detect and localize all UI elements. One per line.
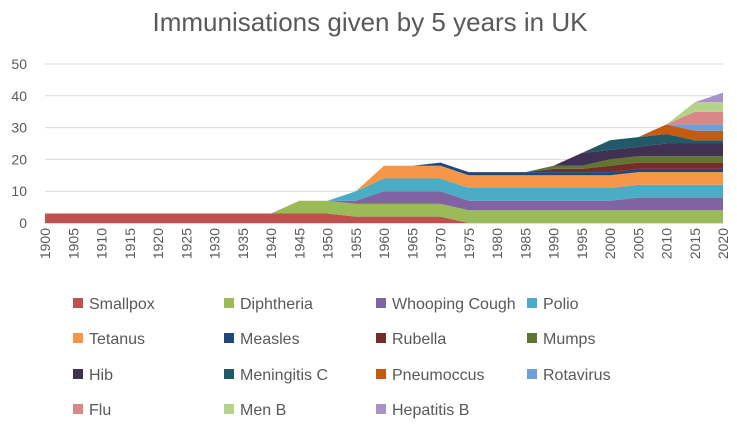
area-meningitis-c	[45, 134, 723, 214]
legend-label-men-b: Men B	[240, 402, 286, 419]
x-tick-label: 1995	[574, 228, 590, 259]
x-tick-label: 1940	[263, 228, 279, 259]
y-tick-label: 0	[19, 215, 27, 231]
x-tick-label: 1980	[489, 228, 505, 259]
legend: Smallpox Diphtheria Whooping Cough Polio Tet…	[73, 296, 611, 419]
x-tick-label: 2020	[715, 228, 731, 259]
legend-label-hib: Hib	[89, 367, 113, 384]
x-tick-label: 1950	[320, 228, 336, 259]
legend-label-measles: Measles	[240, 331, 300, 348]
x-tick-label: 1930	[207, 228, 223, 259]
x-tick-label: 1960	[376, 228, 392, 259]
y-axis: 0 10 20 30 40 50	[11, 56, 27, 231]
x-tick-label: 1970	[433, 228, 449, 259]
area-polio	[45, 178, 723, 214]
legend-swatch-diphtheria	[224, 298, 234, 308]
legend-label-mumps: Mumps	[543, 331, 595, 348]
legend-swatch-measles	[224, 333, 234, 343]
chart-title: Immunisations given by 5 years in UK	[153, 7, 589, 37]
y-tick-label: 30	[11, 120, 27, 136]
area-rubella	[45, 162, 723, 214]
x-axis: 1900 1905 1910 1915 1920 1925 1930 1935 1940 1945…	[37, 228, 731, 259]
x-tick-label: 1905	[65, 228, 81, 259]
legend-swatch-men-b	[224, 404, 234, 414]
legend-swatch-smallpox	[73, 298, 83, 308]
x-tick-label: 2010	[659, 228, 675, 259]
area-diphtheria	[45, 200, 723, 223]
legend-label-pneumoccus: Pneumoccus	[392, 367, 485, 384]
legend-swatch-mumps	[527, 333, 537, 343]
x-tick-label: 1935	[235, 228, 251, 259]
legend-label-hepatitis-b: Hepatitis B	[392, 402, 469, 419]
x-tick-label: 1910	[94, 228, 110, 259]
x-tick-label: 2005	[630, 228, 646, 259]
area-hib	[45, 143, 723, 214]
legend-swatch-tetanus	[73, 333, 83, 343]
legend-label-rotavirus: Rotavirus	[543, 367, 611, 384]
x-tick-label: 2000	[602, 228, 618, 259]
legend-swatch-hib	[73, 369, 83, 379]
legend-swatch-rotavirus	[527, 369, 537, 379]
legend-swatch-meningitis-c	[224, 369, 234, 379]
legend-label-smallpox: Smallpox	[89, 296, 155, 313]
x-tick-label: 1965	[404, 228, 420, 259]
area-mumps	[45, 156, 723, 214]
area-whooping-cough	[45, 191, 723, 214]
y-tick-label: 50	[11, 56, 27, 72]
area-pneumoccus	[45, 124, 723, 214]
legend-swatch-polio	[527, 298, 537, 308]
x-tick-label: 2015	[687, 228, 703, 259]
legend-label-tetanus: Tetanus	[89, 331, 145, 348]
legend-label-meningitis-c: Meningitis C	[240, 367, 328, 384]
legend-swatch-rubella	[376, 333, 386, 343]
x-tick-label: 1975	[461, 228, 477, 259]
legend-label-flu: Flu	[89, 402, 111, 419]
y-tick-label: 10	[11, 183, 27, 199]
x-tick-label: 1920	[150, 228, 166, 259]
legend-label-whooping-cough: Whooping Cough	[392, 296, 516, 313]
x-tick-label: 1945	[291, 228, 307, 259]
x-tick-label: 1915	[122, 228, 138, 259]
legend-label-polio: Polio	[543, 296, 579, 313]
area-tetanus	[45, 165, 723, 214]
y-tick-label: 20	[11, 151, 27, 167]
y-tick-label: 40	[11, 88, 27, 104]
x-tick-label: 1900	[37, 228, 53, 259]
legend-swatch-whooping-cough	[376, 298, 386, 308]
legend-swatch-flu	[73, 404, 83, 414]
x-tick-label: 1985	[517, 228, 533, 259]
legend-swatch-pneumoccus	[376, 369, 386, 379]
area-series-group	[45, 92, 723, 223]
legend-label-rubella: Rubella	[392, 331, 446, 348]
area-smallpox	[45, 213, 723, 223]
x-tick-label: 1990	[546, 228, 562, 259]
legend-swatch-hepatitis-b	[376, 404, 386, 414]
x-tick-label: 1955	[348, 228, 364, 259]
x-tick-label: 1925	[178, 228, 194, 259]
legend-label-diphtheria: Diphtheria	[240, 296, 313, 313]
